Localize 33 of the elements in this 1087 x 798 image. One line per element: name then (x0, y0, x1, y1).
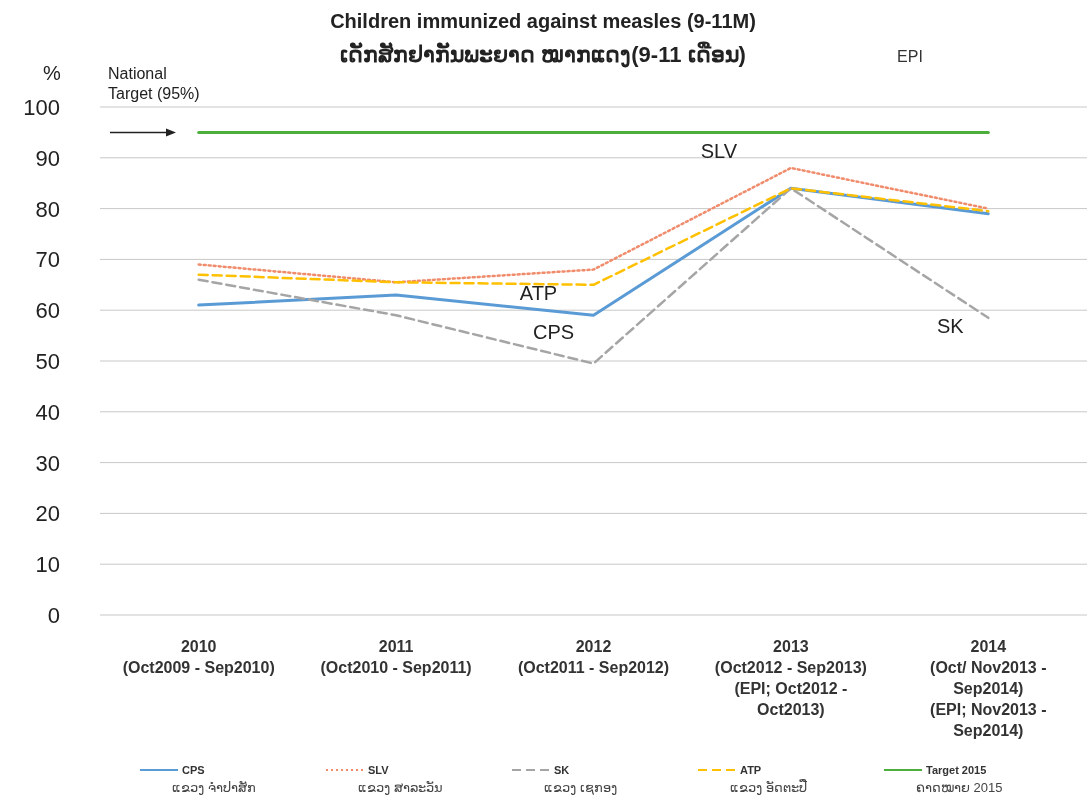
line-series (197, 166, 990, 284)
chart-title: Children immunized against measles (9-11M) (330, 10, 756, 32)
legend-label: CPS ແຂວງ ຈຳປາສັກ (172, 764, 256, 795)
y-tick-label: 100 (23, 95, 60, 120)
y-tick-label: 60 (35, 298, 60, 324)
annotation: SK (936, 314, 965, 337)
annotation: ATP (519, 281, 558, 304)
y-tick-label: 10 (35, 552, 60, 578)
y-tick-label: 70 (35, 247, 60, 273)
line-series (197, 187, 990, 287)
legend-label: SLV ແຂວງ ສາລະວັນ (358, 764, 443, 795)
y-axis-title: % (43, 62, 62, 84)
y-tick-label: 50 (35, 349, 60, 374)
legend-label: ATP ແຂວງ ອັດຕະປື (730, 764, 807, 795)
y-tick-label: 0 (47, 603, 60, 628)
text: EPI (897, 48, 923, 65)
legend-label: SK ແຂວງ ເຊກອງ (544, 764, 617, 796)
x-tick-label: 2013 (Oct2012 - Sep2013) (EPI; Oct2012 - Oct2013) (714, 638, 867, 718)
annotation: CPS (532, 321, 575, 344)
x-tick-label: 2014 (Oct/ Nov2013 - Sep2014) (EPI; Nov2013 - Sep2014) (930, 638, 1047, 739)
y-tick-label: 30 (35, 450, 60, 476)
y-tick-label: 20 (35, 501, 60, 527)
chart-subtitle: ເດັກສັກຢາກັນພະຍາດ ໝາກແດງ(9-11 ເດືອນ) (340, 41, 746, 68)
annotation: National Target (95%) (108, 65, 200, 102)
line-series (197, 187, 990, 365)
x-tick-label: 2010 (Oct2009 - Sep2010) (122, 638, 275, 676)
legend-label: Target 2015 ຄາດໝາຍ 2015 (916, 764, 1003, 795)
x-tick-label: 2012 (Oct2011 - Sep2012) (517, 638, 670, 676)
annotation: SLV (700, 139, 738, 162)
y-tick-label: 80 (35, 196, 60, 222)
y-tick-label: 40 (35, 399, 60, 425)
x-tick-label: 2011 (Oct2010 - Sep2011) (320, 638, 472, 676)
y-tick-label: 90 (35, 145, 60, 171)
